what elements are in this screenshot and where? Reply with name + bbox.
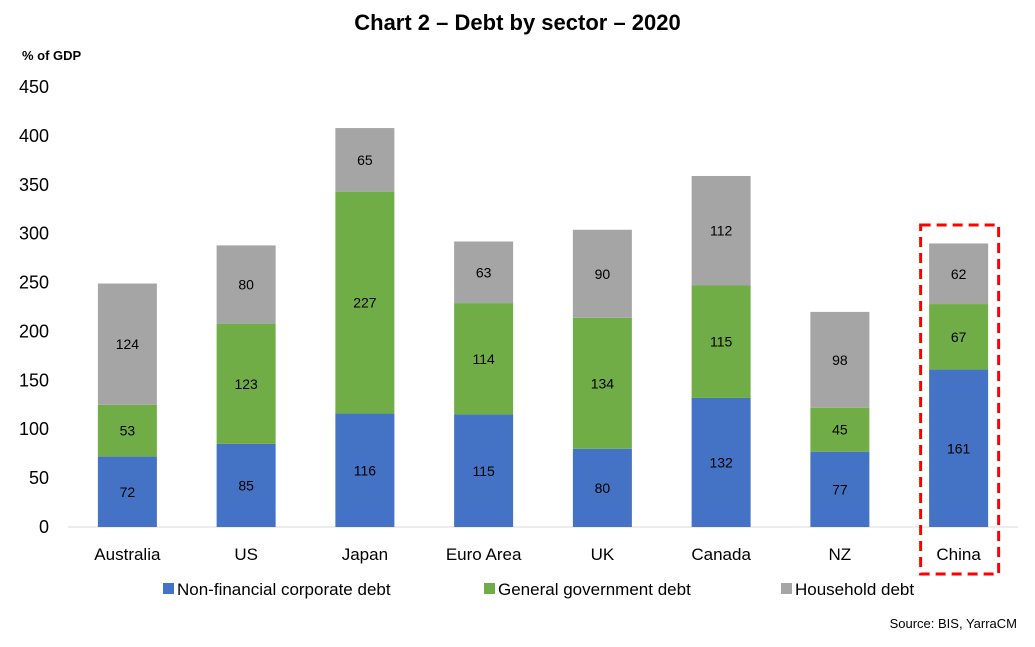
bar-segment — [810, 311, 870, 408]
data-label: 77 — [832, 481, 848, 497]
data-label: 80 — [595, 480, 611, 496]
bar-segment — [572, 448, 632, 527]
legend-label: Non-financial corporate debt — [177, 580, 391, 599]
x-category-label: US — [234, 545, 258, 564]
legend-swatch — [163, 583, 174, 594]
bar-segment — [929, 304, 989, 370]
x-category-label: Australia — [94, 545, 161, 564]
bar-segment — [97, 283, 157, 405]
data-label: 115 — [710, 334, 733, 350]
data-label: 90 — [595, 266, 611, 282]
y-tick-label: 0 — [39, 517, 49, 537]
y-tick-label: 250 — [19, 273, 49, 293]
y-tick-label: 400 — [19, 126, 49, 146]
bar-segment — [216, 443, 276, 527]
x-category-label: Canada — [691, 545, 751, 564]
source-note: Source: BIS, YarraCM — [890, 616, 1017, 631]
legend-label: General government debt — [498, 580, 691, 599]
data-label: 114 — [472, 351, 495, 367]
bar-segment — [216, 245, 276, 324]
chart-title: Chart 2 – Debt by sector – 2020 — [354, 10, 681, 35]
y-tick-label: 300 — [19, 224, 49, 244]
data-label: 227 — [353, 295, 377, 311]
x-category-label: Euro Area — [446, 545, 522, 564]
data-label: 53 — [120, 423, 136, 439]
y-tick-label: 150 — [19, 370, 49, 390]
data-label: 134 — [591, 375, 615, 391]
data-label: 161 — [947, 440, 971, 456]
bar-segment — [691, 397, 751, 527]
data-label: 112 — [710, 223, 733, 239]
x-category-label: Japan — [342, 545, 388, 564]
legend-swatch — [484, 583, 495, 594]
bar-segment — [929, 369, 989, 527]
bar-segment — [335, 128, 395, 192]
y-axis-unit-label: % of GDP — [22, 48, 82, 63]
bar-segment — [810, 407, 870, 452]
bar-segment — [97, 456, 157, 527]
data-label: 72 — [120, 484, 136, 500]
highlight-box — [919, 223, 1001, 576]
bar-segment — [572, 229, 632, 318]
x-category-label: NZ — [829, 545, 852, 564]
data-label: 98 — [832, 352, 848, 368]
y-tick-label: 50 — [29, 468, 49, 488]
y-tick-label: 200 — [19, 321, 49, 341]
data-label: 116 — [354, 462, 377, 478]
x-category-label: China — [936, 545, 981, 564]
bar-segment — [691, 175, 751, 286]
bar-segment — [691, 285, 751, 398]
data-label: 115 — [472, 463, 495, 479]
data-label: 85 — [238, 477, 254, 493]
data-label: 80 — [238, 277, 254, 293]
bar-segment — [572, 317, 632, 449]
bar-segment — [335, 413, 395, 527]
bar-segment — [454, 303, 514, 415]
data-label: 123 — [234, 376, 258, 392]
legend-label: Household debt — [795, 580, 914, 599]
y-tick-label: 350 — [19, 175, 49, 195]
legend-swatch — [781, 583, 792, 594]
data-label: 45 — [832, 422, 848, 438]
bar-segment — [454, 414, 514, 527]
y-tick-label: 450 — [19, 77, 49, 97]
bar-segment — [216, 323, 276, 444]
data-label: 132 — [709, 454, 733, 470]
data-label: 65 — [357, 152, 373, 168]
data-label: 67 — [951, 329, 967, 345]
data-label: 124 — [116, 336, 140, 352]
bar-segment — [929, 243, 989, 305]
data-label: 62 — [951, 266, 967, 282]
y-tick-label: 100 — [19, 419, 49, 439]
x-category-label: UK — [591, 545, 615, 564]
data-label: 63 — [476, 264, 492, 280]
bar-segment — [97, 404, 157, 457]
bar-segment — [454, 241, 514, 304]
bar-segment — [810, 451, 870, 527]
bar-segment — [335, 191, 395, 414]
